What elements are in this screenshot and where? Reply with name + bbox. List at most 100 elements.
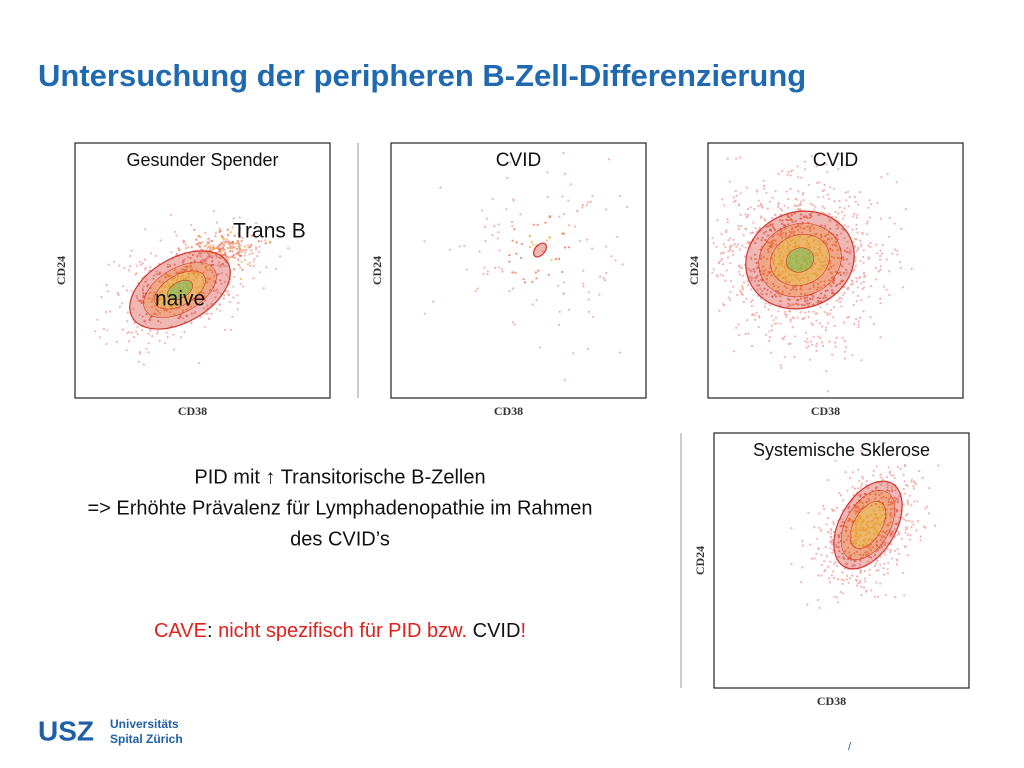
- event-dot: [712, 268, 715, 271]
- event-dot: [753, 208, 756, 211]
- event-dot: [511, 321, 515, 324]
- event-dot: [859, 239, 862, 242]
- event-dot: [508, 260, 511, 263]
- event-dot: [104, 310, 108, 314]
- event-dot: [497, 266, 500, 269]
- event-dot: [772, 282, 775, 286]
- event-dot: [901, 516, 904, 519]
- event-dot: [802, 191, 805, 194]
- event-dot: [781, 292, 784, 295]
- event-dot: [937, 464, 940, 467]
- event-dot: [780, 222, 784, 225]
- event-dot: [867, 486, 870, 490]
- event-dot: [766, 274, 769, 277]
- event-dot: [205, 277, 208, 280]
- event-dot: [816, 288, 819, 291]
- event-dot: [753, 277, 756, 280]
- event-dot: [239, 244, 242, 247]
- event-dot: [835, 227, 838, 230]
- event-dot: [781, 232, 785, 235]
- event-dot: [821, 563, 824, 567]
- event-dot: [860, 449, 863, 452]
- event-dot: [813, 272, 816, 275]
- event-dot: [785, 313, 788, 316]
- event-dot: [788, 255, 792, 258]
- event-dot: [790, 562, 793, 565]
- event-dot: [482, 273, 485, 276]
- event-dot: [882, 567, 885, 570]
- event-dot: [861, 232, 864, 235]
- event-dot: [919, 535, 922, 538]
- event-dot: [876, 201, 879, 204]
- event-dot: [811, 323, 814, 326]
- event-dot: [856, 213, 859, 216]
- event-dot: [176, 291, 179, 294]
- event-dot: [727, 250, 730, 253]
- event-dot: [851, 228, 854, 231]
- event-dot: [190, 312, 193, 315]
- event-dot: [910, 480, 913, 483]
- event-dot: [783, 313, 786, 316]
- event-dot: [173, 297, 176, 300]
- event-dot: [172, 333, 175, 336]
- event-dot: [768, 339, 771, 343]
- event-dot: [904, 514, 908, 517]
- event-dot: [820, 574, 823, 577]
- event-dot: [875, 533, 879, 536]
- event-dot: [187, 256, 190, 259]
- event-dot: [896, 497, 899, 500]
- event-dot: [829, 220, 832, 223]
- event-dot: [796, 316, 799, 319]
- event-dot: [100, 296, 103, 299]
- event-dot: [146, 285, 149, 288]
- event-dot: [846, 271, 849, 274]
- event-dot: [737, 323, 740, 326]
- event-dot: [182, 309, 185, 312]
- event-dot: [840, 517, 843, 521]
- event-dot: [835, 545, 839, 549]
- event-dot: [890, 488, 894, 491]
- event-dot: [822, 239, 826, 242]
- event-dot: [200, 275, 203, 278]
- event-dot: [775, 266, 778, 269]
- event-dot: [458, 245, 461, 248]
- event-dot: [232, 253, 235, 256]
- event-dot: [862, 505, 865, 508]
- event-dot: [792, 245, 795, 248]
- event-dot: [788, 298, 791, 301]
- event-dot: [799, 203, 802, 206]
- event-dot: [848, 577, 852, 580]
- event-dot: [849, 251, 852, 254]
- event-dot: [886, 482, 889, 485]
- event-dot: [799, 235, 802, 238]
- event-dot: [776, 263, 780, 266]
- event-dot: [230, 328, 233, 331]
- event-dot: [774, 295, 778, 298]
- event-dot: [800, 223, 803, 226]
- event-dot: [841, 265, 844, 268]
- event-dot: [750, 279, 753, 282]
- event-dot: [810, 212, 813, 215]
- event-dot: [211, 239, 214, 243]
- event-dot: [578, 239, 581, 243]
- event-dot: [755, 276, 758, 280]
- event-dot: [229, 256, 232, 259]
- event-dot: [787, 342, 790, 346]
- event-dot: [903, 480, 906, 483]
- event-dot: [726, 157, 729, 160]
- event-dot: [770, 244, 773, 247]
- event-dot: [855, 578, 858, 582]
- event-dot: [591, 247, 594, 250]
- event-dot: [742, 281, 746, 284]
- event-dot: [887, 498, 891, 501]
- event-dot: [885, 496, 888, 499]
- event-dot: [729, 290, 732, 293]
- event-dot: [857, 520, 860, 523]
- event-dot: [867, 552, 870, 555]
- event-dot: [771, 329, 774, 332]
- event-dot: [761, 293, 764, 296]
- event-dot: [817, 258, 821, 261]
- x-axis-label: CD38: [817, 694, 846, 708]
- event-dot: [248, 261, 251, 264]
- event-dot: [785, 315, 788, 318]
